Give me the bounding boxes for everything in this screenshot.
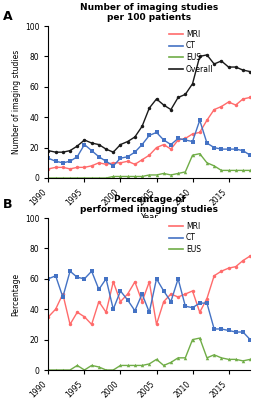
Legend: MRI, CT, EUS: MRI, CT, EUS xyxy=(169,222,201,254)
Title: Percentage of
performed imaging studies: Percentage of performed imaging studies xyxy=(80,195,218,214)
Text: B: B xyxy=(3,198,12,211)
Title: Number of imaging studies
per 100 patients: Number of imaging studies per 100 patien… xyxy=(80,3,218,22)
Text: A: A xyxy=(3,10,12,23)
Legend: MRI, CT, EUS, Overall: MRI, CT, EUS, Overall xyxy=(169,30,214,74)
X-axis label: Year: Year xyxy=(140,213,158,222)
Y-axis label: Percentage: Percentage xyxy=(12,272,21,316)
Y-axis label: Number of imaging studies: Number of imaging studies xyxy=(12,50,21,154)
